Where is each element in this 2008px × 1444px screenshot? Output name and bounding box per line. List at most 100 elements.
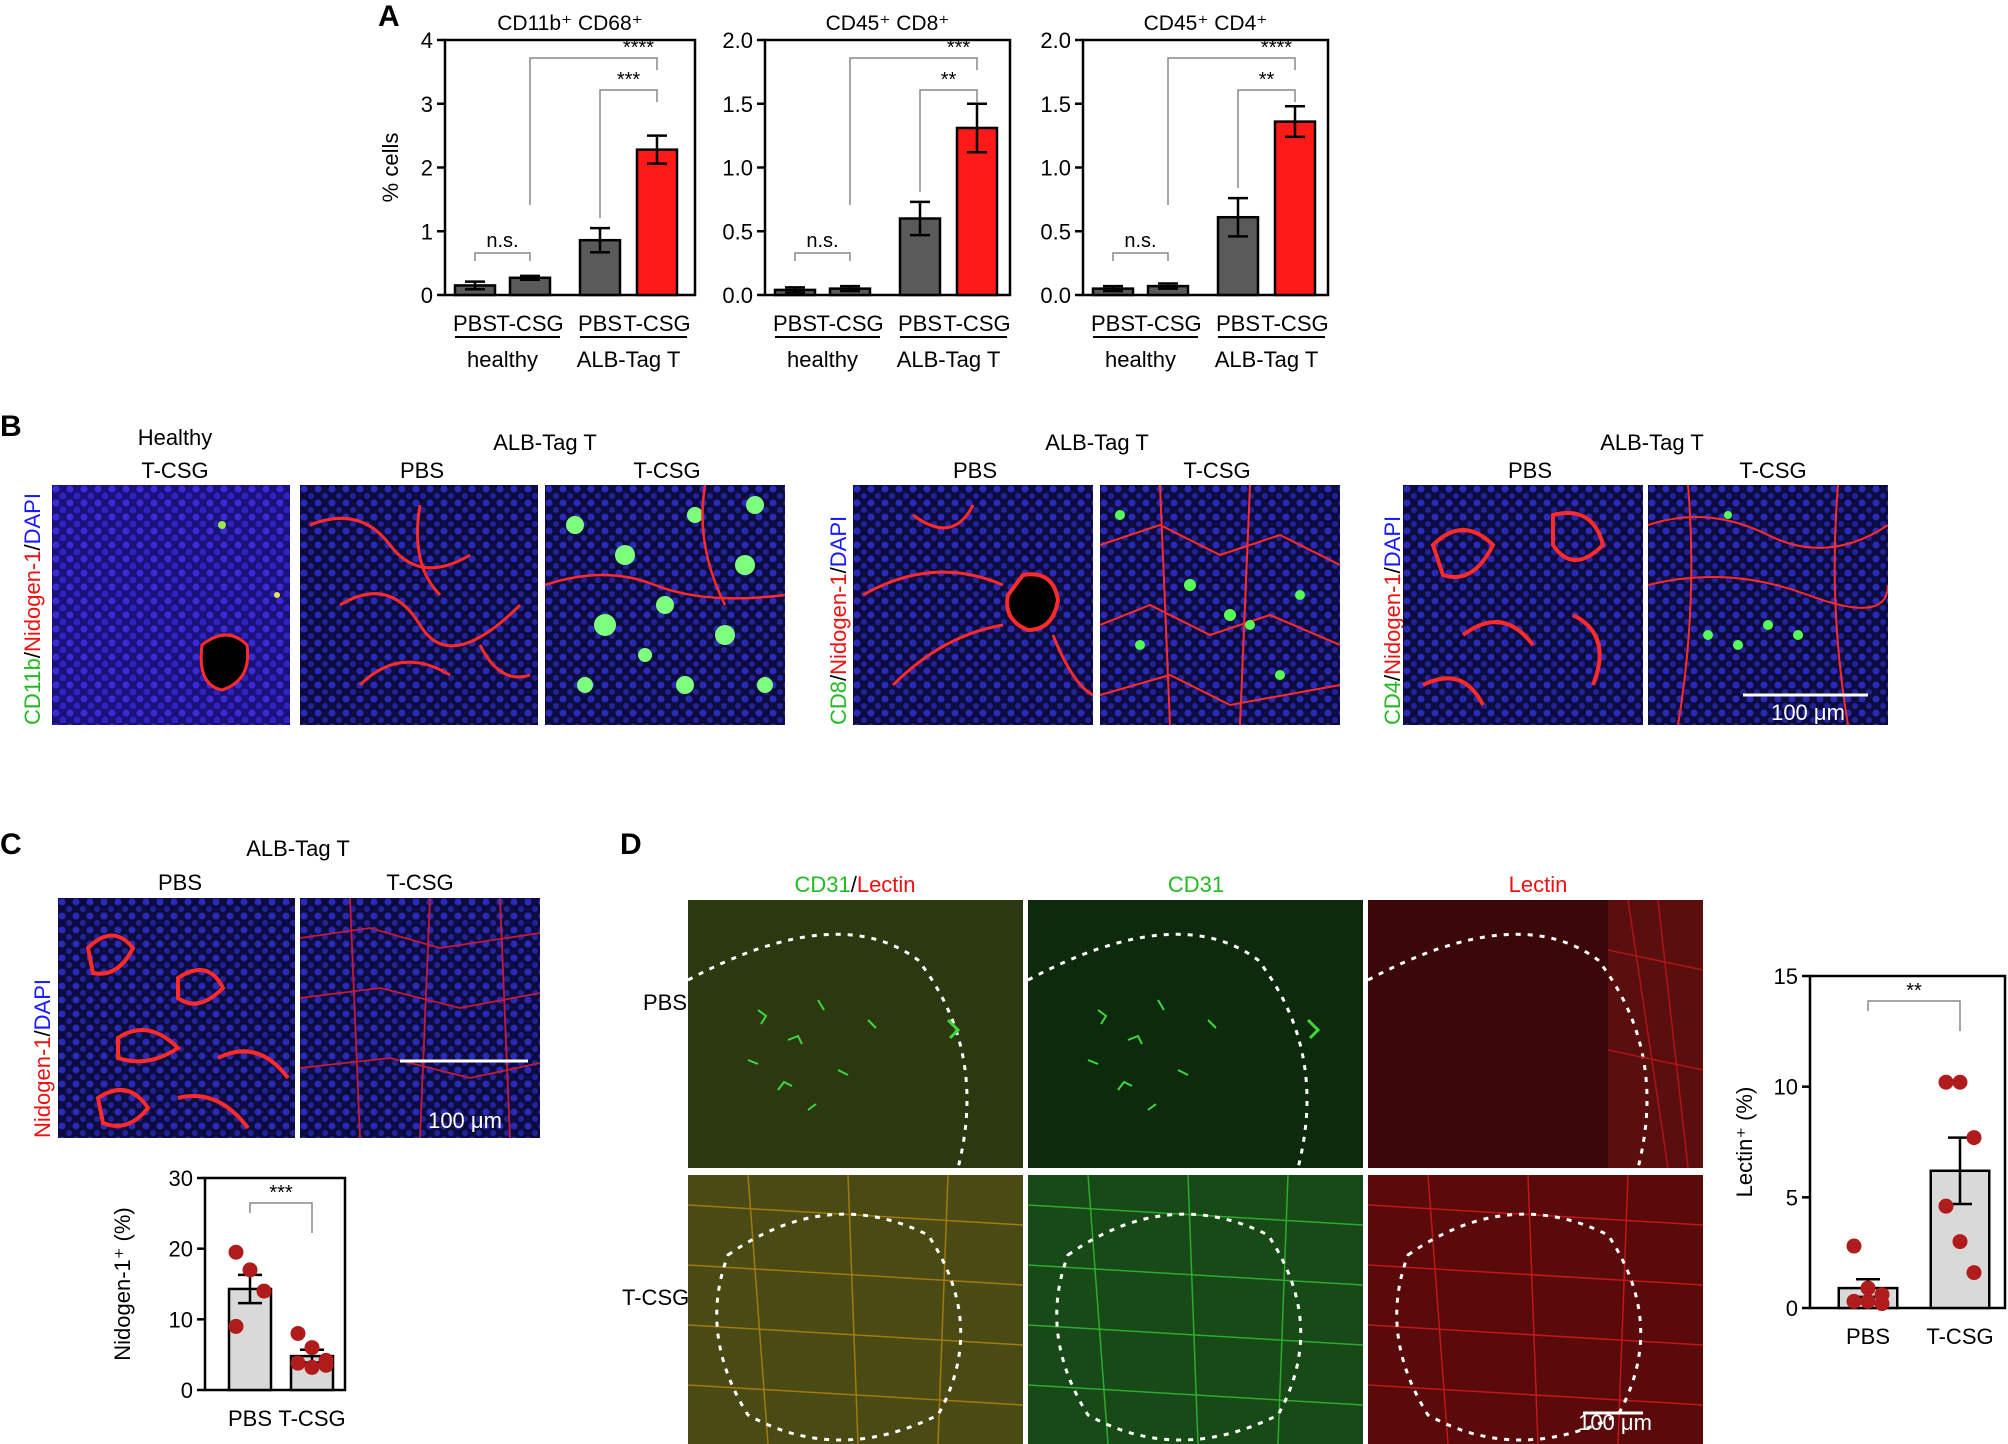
c-bar-bracket: [249, 1202, 313, 1233]
d-bar-annot-0: **: [1906, 980, 1922, 1002]
a1-bar-3: [635, 148, 679, 297]
a2-cat-0: PBS: [773, 311, 817, 336]
a1-annot-1: ****: [623, 37, 654, 59]
a1-bracket-1: [529, 57, 658, 205]
b-group2-right: T-CSG: [633, 458, 701, 483]
a1-annot-0: n.s.: [486, 230, 518, 252]
c-bar-cat-0: PBS: [228, 1406, 272, 1431]
a2-ytick-label-2: 1.0: [722, 156, 753, 181]
c-col-right: T-CSG: [386, 870, 454, 895]
a3-bracket-1: [1167, 57, 1296, 205]
d-bar-point-0-0: [1846, 1238, 1862, 1254]
a2-annot-1: ***: [947, 37, 971, 59]
a1-cat-0: PBS: [453, 311, 497, 336]
a2-cat-3: T-CSG: [943, 311, 1010, 336]
c-micrograph-tcsg: [300, 898, 540, 1138]
c-stain-label: Nidogen-1/DAPI: [30, 979, 55, 1138]
a2-group-1: ALB-Tag T: [897, 347, 1001, 372]
d-bar-point-1-0: [1938, 1074, 1954, 1090]
d-micrograph-cd31-pbs: [1028, 900, 1363, 1168]
a1-cat-1: T-CSG: [496, 311, 563, 336]
a3-group-1: ALB-Tag T: [1215, 347, 1319, 372]
b-group2-title: ALB-Tag T: [493, 430, 597, 455]
a3-ytick-label-1: 0.5: [1040, 219, 1071, 244]
a2-bracket-ns: [794, 252, 851, 261]
c-bar-point-1-3: [290, 1355, 306, 1371]
d-micrograph-lectin-tcsg: [1368, 1175, 1703, 1444]
c-micrograph-pbs: [58, 898, 295, 1138]
b-group3-left: PBS: [952, 458, 998, 483]
b-micrograph-healthy-tcsg: [52, 485, 290, 725]
c-bar-point-0-0: [228, 1244, 244, 1260]
a3-title: CD45⁺ CD4⁺: [1144, 12, 1268, 35]
a1-ytick-label-0: 0: [421, 283, 433, 308]
d-bar-ytick-label-3: 15: [1774, 964, 1798, 989]
d-col3-header: Lectin: [1508, 872, 1568, 897]
b-group2-left: PBS: [399, 458, 445, 483]
d-micrograph-merge-tcsg: [688, 1175, 1023, 1444]
c-bar-ytick-label-3: 30: [169, 1166, 193, 1191]
d-bar-point-0-3: [1846, 1293, 1862, 1309]
b-group1-line2: T-CSG: [141, 458, 209, 483]
a1-group-0: healthy: [467, 347, 538, 372]
a2-bar-3: [955, 126, 999, 297]
panel-label-d: D: [620, 828, 642, 861]
a3-cat-1: T-CSG: [1134, 311, 1201, 336]
d-bar-point-0-5: [1874, 1296, 1890, 1312]
a3-cat-2: PBS: [1216, 311, 1260, 336]
a3-annot-2: **: [1259, 69, 1275, 91]
c-bar-annot-0: ***: [269, 1182, 293, 1204]
d-bar-cat-0: PBS: [1846, 1324, 1890, 1349]
c-title: ALB-Tag T: [246, 836, 350, 861]
panel-label-c: C: [0, 828, 22, 861]
a3-bracket-ns: [1112, 252, 1169, 261]
a3-cat-0: PBS: [1091, 311, 1135, 336]
c-bar-point-1-5: [318, 1357, 334, 1373]
c-bar-cat-1: T-CSG: [278, 1406, 345, 1431]
c-col-left: PBS: [157, 870, 203, 895]
a2-bracket-1: [849, 57, 978, 205]
b-group4-title: ALB-Tag T: [1600, 430, 1704, 455]
a3-cat-3: T-CSG: [1261, 311, 1328, 336]
a3-group-0: healthy: [1105, 347, 1176, 372]
d-bar-point-1-4: [1952, 1234, 1968, 1250]
a2-cat-1: T-CSG: [816, 311, 883, 336]
b-group3-right: T-CSG: [1183, 458, 1251, 483]
c-bar-frame: [203, 1176, 347, 1392]
a3-ytick-label-0: 0.0: [1040, 283, 1071, 308]
c-bar-point-1-1: [304, 1340, 320, 1356]
d-col1-header: CD31/Lectin: [794, 872, 916, 897]
d-bar-cat-1: T-CSG: [1926, 1324, 1993, 1349]
b-micrograph-cd8-pbs: [853, 485, 1093, 725]
a3-ytick-label-4: 2.0: [1040, 28, 1071, 53]
a3-annot-0: n.s.: [1124, 230, 1156, 252]
d-micrograph-merge-pbs: [688, 900, 1023, 1168]
d-bar-point-1-3: [1938, 1198, 1954, 1214]
a2-cat-2: PBS: [898, 311, 942, 336]
d-bar-point-0-4: [1860, 1293, 1876, 1309]
a3-bar-3: [1273, 120, 1317, 297]
a2-bracket-2: [919, 89, 978, 192]
a1-bracket-2: [599, 89, 658, 219]
c-bar-ylabel: Nidogen-1⁺ (%): [110, 1207, 135, 1360]
d-scale-label: 100 μm: [1578, 1410, 1652, 1435]
a1-ytick-label-4: 4: [421, 28, 433, 53]
d-micrograph-lectin-pbs: [1368, 900, 1703, 1168]
a2-ytick-label-4: 2.0: [722, 28, 753, 53]
b-group4-left: PBS: [1507, 458, 1553, 483]
c-bar-ytick-label-2: 20: [169, 1237, 193, 1262]
d-bar-bracket: [1867, 1000, 1961, 1031]
a2-annot-0: n.s.: [806, 230, 838, 252]
c-bar-point-0-2: [256, 1283, 272, 1299]
panel-label-a: A: [378, 0, 400, 33]
a1-title: CD11b⁺ CD68⁺: [497, 12, 643, 35]
c-scale-label: 100 μm: [428, 1108, 502, 1133]
b-stain-label-2: CD8/Nidogen-1/DAPI: [826, 515, 851, 725]
a2-group-0: healthy: [787, 347, 858, 372]
panel-label-b: B: [0, 410, 22, 443]
a1-annot-2: ***: [617, 69, 641, 91]
a2-annot-2: **: [941, 69, 957, 91]
d-bar-ylabel: Lectin⁺ (%): [1732, 1087, 1757, 1198]
d-bar-ytick-label-2: 10: [1774, 1075, 1798, 1100]
b-stain-label-1: CD11b/Nidogen-1/DAPI: [20, 493, 45, 725]
